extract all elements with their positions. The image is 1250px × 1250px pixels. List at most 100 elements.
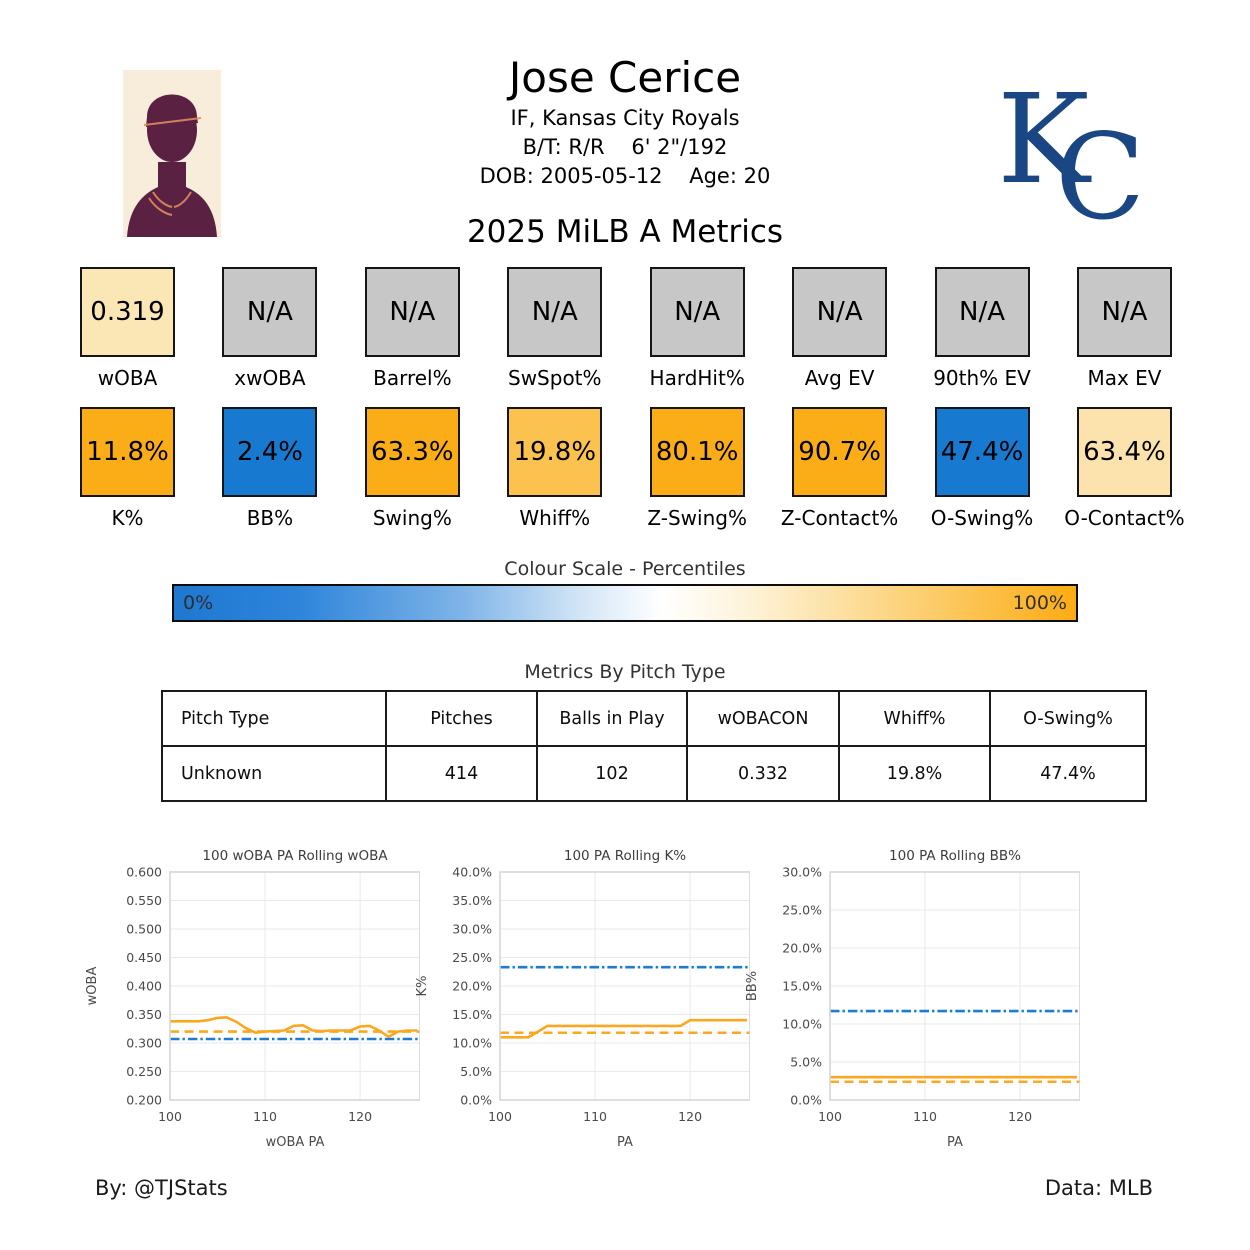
metric-max-ev: N/A Max EV (1076, 267, 1172, 390)
x-tick-labels: 100 110 120 (818, 1109, 1032, 1124)
y-tick-label: 40.0% (452, 864, 492, 879)
y-tick-label: 25.0% (782, 902, 822, 917)
x-tick-label: 120 (1008, 1109, 1032, 1124)
y-tick-labels: 0.0% 5.0% 10.0% 15.0% 20.0% 25.0% 30.0% (782, 864, 822, 1107)
player-silhouette (127, 94, 217, 237)
x-tick-label: 120 (678, 1109, 702, 1124)
y-tick-label: 0.250 (126, 1064, 162, 1079)
metric-bb: 2.4% BB% (222, 407, 318, 530)
pitch-table-cell-wobacon: 0.332 (686, 745, 840, 802)
metric-label-k: K% (111, 506, 144, 530)
y-tick-label: 0.300 (126, 1035, 162, 1050)
y-tick-label: 10.0% (782, 1016, 822, 1031)
plot-border (499, 871, 750, 1101)
x-tick-label: 110 (913, 1109, 937, 1124)
x-axis-label: PA (617, 1135, 633, 1150)
metric-label-swing: Swing% (372, 506, 452, 530)
metric-label-swspot: SwSpot% (508, 366, 602, 390)
pitch-table-cell-pitches: 414 (385, 745, 538, 802)
metric-k: 11.8% K% (80, 407, 175, 530)
rolling-woba-chart: 100 wOBA PA Rolling wOBA wOBA 0.200 0.250 0.… (85, 848, 420, 1150)
y-axis-label: K% (415, 976, 430, 997)
y-tick-label: 30.0% (452, 921, 492, 936)
metric-barrel: N/A Barrel% (364, 267, 460, 390)
logo-letter-c: C (1055, 108, 1145, 230)
rolling-k-chart: 100 PA Rolling K% K% 0.0% 5.0% 10.0% 15.0% 20.… (415, 848, 750, 1150)
y-tick-labels: 0.200 0.250 0.300 0.350 0.400 0.450 0.500 0.550… (126, 864, 162, 1107)
chart-lines (500, 965, 750, 1039)
pitch-table-body: Unknown 414 102 0.332 19.8% 47.4% (161, 745, 1147, 802)
pitch-table-title: Metrics By Pitch Type (524, 661, 726, 683)
pitch-table-header-row: Pitch Type Pitches Balls in Play wOBACON… (161, 690, 1147, 747)
metric-hardhit: N/A HardHit% (649, 267, 745, 390)
pitch-table-header-whiff: Whiff% (838, 690, 991, 747)
metric-value-box-z-contact: 90.7% (792, 407, 888, 497)
y-tick-labels: 0.0% 5.0% 10.0% 15.0% 20.0% 25.0% 30.0% 35.0% 40… (452, 864, 492, 1107)
pitch-table-header-o-swing: O-Swing% (989, 690, 1147, 747)
colour-scale-title: Colour Scale - Percentiles (504, 558, 746, 580)
x-axis-label: wOBA PA (266, 1135, 325, 1150)
metric-woba: 0.319 wOBA (80, 267, 175, 390)
player-headshot-image (123, 70, 221, 237)
y-tick-label: 0.400 (126, 978, 162, 993)
y-tick-label: 0.0% (790, 1092, 822, 1107)
metric-value-box-avg-ev: N/A (792, 267, 888, 357)
pitch-table-header-pitch-type: Pitch Type (161, 690, 387, 747)
player-bats-throws-size: B/T: R/R 6' 2"/192 (522, 135, 728, 159)
x-tick-labels: 100 110 120 (158, 1109, 372, 1124)
series-line-rolling-woba (170, 1016, 418, 1038)
metric-value-box-whiff: 19.8% (507, 407, 603, 497)
pitch-table-header-balls-in-play: Balls in Play (536, 690, 688, 747)
metric-o-swing: 47.4% O-Swing% (931, 407, 1033, 530)
x-tick-label: 100 (818, 1109, 842, 1124)
y-tick-label: 0.500 (126, 921, 162, 936)
x-tick-label: 110 (253, 1109, 277, 1124)
metric-label-xwoba: xwOBA (234, 366, 306, 390)
y-tick-label: 10.0% (452, 1035, 492, 1050)
metric-label-whiff: Whiff% (519, 506, 591, 530)
metric-avg-ev: N/A Avg EV (792, 267, 888, 390)
player-position-team: IF, Kansas City Royals (510, 106, 740, 130)
player-header: Jose Cerice IF, Kansas City Royals B/T: … (300, 52, 950, 191)
data-source-text: Data: MLB (1044, 1176, 1153, 1200)
x-tick-label: 100 (158, 1109, 182, 1124)
metric-value-box-hardhit: N/A (649, 267, 745, 357)
metric-whiff: 19.8% Whiff% (507, 407, 603, 530)
metric-value-box-barrel: N/A (364, 267, 460, 357)
x-tick-label: 110 (583, 1109, 607, 1124)
y-tick-label: 30.0% (782, 864, 822, 879)
chart-title: 100 PA Rolling K% (564, 848, 686, 864)
x-tick-label: 100 (488, 1109, 512, 1124)
metric-label-avg-ev: Avg EV (804, 366, 875, 390)
metric-value-box-swspot: N/A (507, 267, 603, 357)
metric-z-contact: 90.7% Z-Contact% (781, 407, 898, 530)
pitch-table-cell-whiff: 19.8% (838, 745, 991, 802)
chart-title: 100 wOBA PA Rolling wOBA (202, 848, 388, 864)
chart-title: 100 PA Rolling BB% (889, 848, 1021, 864)
metric-label-woba: wOBA (97, 366, 158, 390)
y-tick-label: 0.450 (126, 950, 162, 965)
chart-lines (830, 1009, 1080, 1084)
y-tick-label: 35.0% (452, 893, 492, 908)
metric-value-box-bb: 2.4% (222, 407, 318, 497)
metric-value-box-swing: 63.3% (364, 407, 460, 497)
pitch-table-header-pitches: Pitches (385, 690, 538, 747)
metric-xwoba: N/A xwOBA (222, 267, 318, 390)
metric-label-90th-ev: 90th% EV (933, 366, 1031, 390)
y-tick-label: 0.200 (126, 1092, 162, 1107)
metric-label-z-contact: Z-Contact% (780, 506, 899, 530)
metric-value-box-max-ev: N/A (1076, 267, 1172, 357)
pitch-type-table: Pitch Type Pitches Balls in Play wOBACON… (161, 690, 1147, 802)
silhouette-highlights (143, 117, 202, 216)
pitch-table-row: Unknown 414 102 0.332 19.8% 47.4% (161, 745, 1147, 802)
metric-90th-ev: N/A 90th% EV (933, 267, 1031, 390)
metric-z-swing: 80.1% Z-Swing% (647, 407, 747, 530)
y-tick-label: 0.550 (126, 893, 162, 908)
y-tick-label: 0.600 (126, 864, 162, 879)
y-axis-label: wOBA (85, 967, 100, 1006)
rolling-bb-chart: 100 PA Rolling BB% BB% 0.0% 5.0% 10.0% 15.0% 2… (745, 848, 1080, 1150)
pitch-table-cell-balls-in-play: 102 (536, 745, 688, 802)
metric-label-max-ev: Max EV (1087, 366, 1162, 390)
y-tick-label: 15.0% (782, 978, 822, 993)
credit-text: By: @TJStats (95, 1176, 228, 1200)
